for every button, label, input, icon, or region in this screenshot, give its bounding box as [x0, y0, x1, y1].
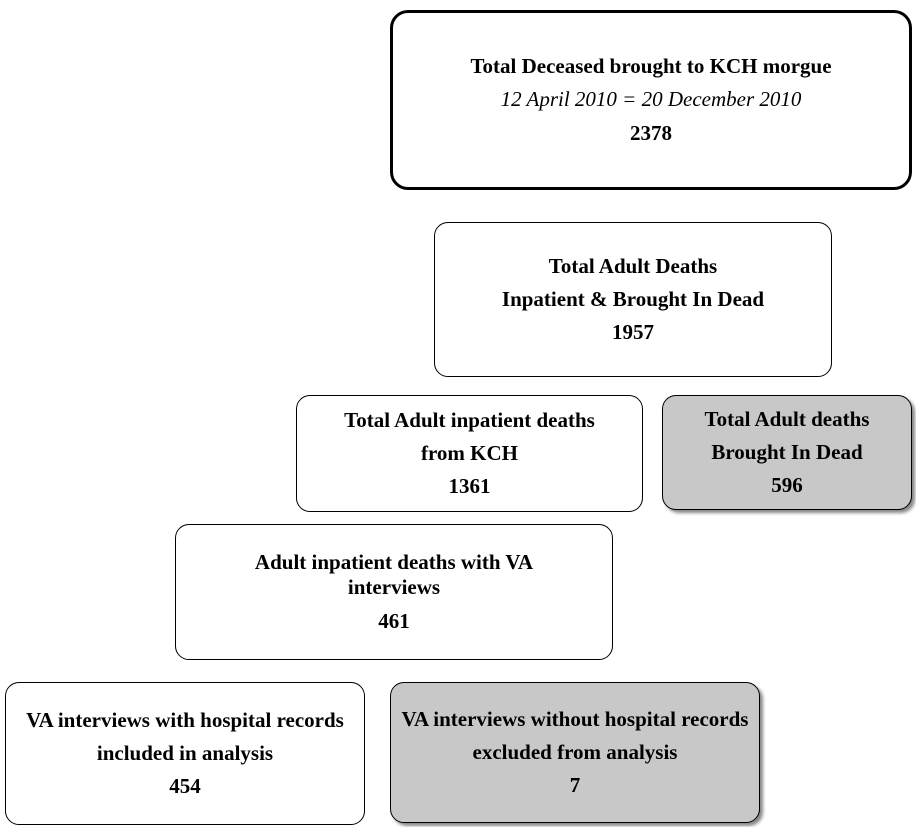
box-title: VA interviews without hospital records [401, 706, 749, 731]
box-count: 7 [569, 773, 581, 798]
box-title: Total Adult deaths [704, 406, 870, 431]
box-title: VA interviews with hospital records [26, 707, 344, 732]
box-title: Total Adult inpatient deaths [344, 407, 595, 432]
box-count: 2378 [630, 120, 672, 145]
box-subtitle: excluded from analysis [472, 739, 678, 764]
box-adult-deaths: Total Adult Deaths Inpatient & Brought I… [434, 222, 832, 377]
box-count: 454 [169, 774, 201, 799]
box-va-interviews: Adult inpatient deaths with VA interview… [175, 524, 613, 660]
box-count: 596 [771, 473, 803, 498]
box-title: Adult inpatient deaths with VA interview… [254, 550, 534, 600]
box-total-deceased: Total Deceased brought to KCH morgue 12 … [390, 10, 912, 190]
box-brought-in-dead: Total Adult deaths Brought In Dead 596 [662, 395, 912, 510]
box-title: Total Deceased brought to KCH morgue [470, 54, 832, 79]
box-inpatient-deaths: Total Adult inpatient deaths from KCH 13… [296, 395, 643, 512]
box-count: 461 [378, 608, 410, 633]
box-subtitle: included in analysis [96, 740, 274, 765]
box-count: 1957 [612, 320, 654, 345]
box-title: Total Adult Deaths [548, 253, 718, 278]
box-subtitle: Brought In Dead [711, 439, 863, 464]
box-subtitle: from KCH [420, 440, 518, 465]
box-subtitle: Inpatient & Brought In Dead [501, 286, 765, 311]
date-range: 12 April 2010 = 20 December 2010 [500, 87, 802, 112]
box-with-records: VA interviews with hospital records incl… [5, 682, 365, 825]
box-count: 1361 [448, 474, 491, 499]
box-without-records: VA interviews without hospital records e… [390, 682, 760, 823]
